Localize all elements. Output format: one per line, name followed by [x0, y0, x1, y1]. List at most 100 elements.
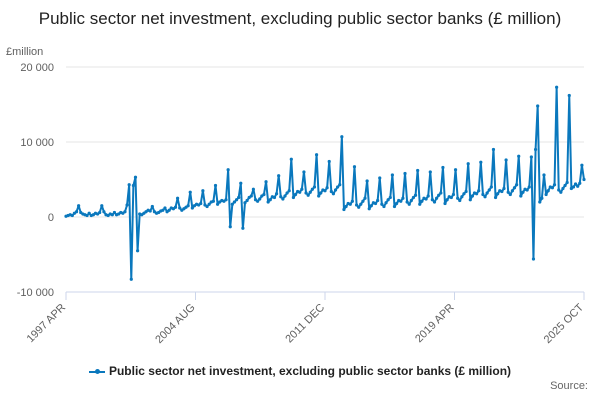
- data-point: [563, 183, 567, 188]
- data-point: [125, 203, 129, 207]
- data-point: [445, 198, 449, 202]
- data-point: [190, 206, 194, 210]
- data-point: [466, 162, 470, 166]
- data-point: [352, 165, 357, 169]
- data-point: [281, 197, 285, 201]
- data-point: [443, 201, 447, 206]
- data-point: [409, 198, 413, 203]
- data-point: [207, 202, 211, 206]
- data-point: [176, 196, 180, 200]
- data-point: [258, 197, 262, 201]
- data-point: [441, 165, 445, 170]
- data-point: [173, 205, 178, 209]
- data-point: [226, 168, 230, 172]
- data-point: [538, 200, 542, 204]
- data-point: [405, 200, 409, 204]
- y-tick-label: 0: [48, 212, 54, 224]
- data-point: [239, 181, 243, 185]
- data-point: [546, 189, 550, 193]
- data-point: [367, 207, 371, 211]
- legend[interactable]: Public sector net investment, excluding …: [0, 364, 600, 378]
- data-point: [384, 201, 388, 205]
- data-point: [331, 192, 336, 196]
- y-tick-label: 20 000: [20, 62, 54, 74]
- data-point: [496, 192, 500, 196]
- data-point: [536, 104, 540, 108]
- data-point: [502, 186, 506, 191]
- data-point: [386, 198, 390, 202]
- source-credit[interactable]: Source:: [550, 380, 588, 392]
- data-point: [542, 173, 546, 177]
- data-point: [451, 192, 456, 197]
- data-point: [361, 199, 365, 203]
- data-point: [74, 210, 79, 214]
- data-point: [527, 185, 531, 189]
- data-point: [211, 199, 215, 203]
- data-point: [283, 194, 287, 198]
- data-point: [228, 225, 232, 229]
- data-point: [277, 174, 281, 178]
- y-tick-label: -10 000: [17, 287, 54, 299]
- data-point: [314, 153, 319, 157]
- data-point: [300, 187, 304, 191]
- data-point: [340, 135, 344, 139]
- data-point: [376, 198, 380, 203]
- data-point: [460, 195, 464, 199]
- data-point: [186, 204, 190, 208]
- data-point: [87, 211, 91, 215]
- data-point: [394, 201, 399, 206]
- data-point: [131, 183, 135, 188]
- data-point: [317, 194, 321, 198]
- data-point: [85, 213, 89, 218]
- data-point: [230, 202, 234, 206]
- data-point: [342, 207, 346, 212]
- data-point: [561, 186, 565, 191]
- data-point: [327, 159, 331, 164]
- y-axis-unit-label: £million: [6, 46, 44, 58]
- data-point: [291, 195, 296, 200]
- data-point: [363, 196, 367, 200]
- data-point: [487, 188, 491, 192]
- data-point: [439, 191, 443, 195]
- data-point: [504, 158, 508, 162]
- data-point: [453, 168, 458, 172]
- data-point: [401, 196, 405, 200]
- data-point: [123, 210, 127, 214]
- data-point: [308, 190, 312, 194]
- data-point: [289, 157, 293, 161]
- data-point: [205, 204, 209, 209]
- data-point: [234, 198, 239, 202]
- data-point: [373, 201, 378, 206]
- x-tick-label: 2004 AUG: [153, 302, 197, 346]
- data-point: [399, 199, 403, 203]
- data-point: [552, 183, 557, 187]
- data-point: [479, 160, 483, 164]
- data-point: [129, 277, 133, 281]
- data-point: [323, 189, 327, 193]
- data-point: [333, 188, 338, 192]
- data-point: [348, 202, 352, 206]
- x-axis: 1997 APR 2004 AUG 2011 DEC 2019 APR 2025 OCT: [25, 291, 586, 346]
- y-axis-ticks: -10 000 0 10 000 20 000: [17, 62, 54, 299]
- data-point: [167, 208, 171, 212]
- data-point: [555, 85, 559, 89]
- data-point: [344, 204, 348, 209]
- data-point: [403, 171, 407, 176]
- data-point: [306, 193, 310, 197]
- data-point: [489, 185, 493, 189]
- data-point: [477, 189, 481, 193]
- data-point: [390, 173, 394, 177]
- data-point: [573, 182, 578, 186]
- series-group: [64, 85, 586, 281]
- data-point: [416, 168, 420, 173]
- data-point: [298, 190, 302, 194]
- data-point: [557, 188, 561, 192]
- data-point: [378, 176, 382, 180]
- data-point: [241, 226, 245, 230]
- data-point: [483, 195, 487, 199]
- data-point: [580, 163, 584, 167]
- data-point: [336, 185, 340, 189]
- data-point: [424, 197, 428, 201]
- data-point: [272, 195, 277, 200]
- data-point: [201, 189, 205, 193]
